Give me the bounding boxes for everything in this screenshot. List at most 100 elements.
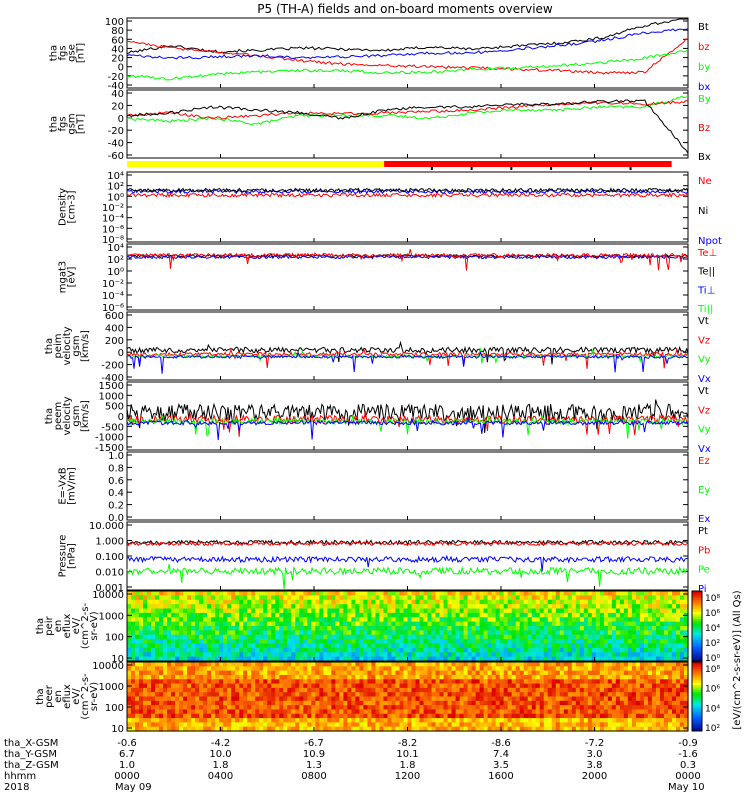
spec-cell <box>495 604 501 610</box>
spec-cell <box>443 626 449 631</box>
spec-cell <box>559 634 565 640</box>
spec-cell <box>643 722 649 728</box>
spec-cell <box>563 656 569 662</box>
spec-cell <box>675 705 681 711</box>
spec-cell <box>471 621 477 627</box>
spec-cell <box>155 612 160 618</box>
spec-cell <box>447 692 453 698</box>
spec-cell <box>571 666 577 672</box>
spec-cell <box>175 647 180 653</box>
spec-cell <box>595 595 601 601</box>
spec-cell <box>479 599 485 605</box>
spec-cell <box>619 705 625 711</box>
spec-cell <box>363 617 369 623</box>
spec-cell <box>159 713 164 719</box>
spec-cell <box>199 608 204 614</box>
spec-cell <box>159 692 164 698</box>
spec-cell <box>583 626 589 631</box>
spec-cell <box>499 718 505 723</box>
spec-cell <box>235 700 240 706</box>
spec-cell <box>267 634 272 640</box>
spec-cell <box>595 722 601 728</box>
spec-cell <box>343 662 348 667</box>
spec-cell <box>491 683 497 689</box>
spec-cell <box>487 713 493 719</box>
spec-cell <box>559 591 565 596</box>
spec-cell <box>307 639 312 645</box>
spec-cell <box>619 709 625 715</box>
spec-cell <box>563 652 569 658</box>
spec-cell <box>527 643 533 649</box>
spec-cell <box>519 674 525 680</box>
spec-cell <box>255 696 260 702</box>
spec-cell <box>671 604 677 610</box>
colorbar-cell <box>692 609 702 613</box>
spec-cell <box>371 647 377 653</box>
spec-cell <box>511 709 517 715</box>
spec-cell <box>447 608 453 614</box>
spec-cell <box>247 612 252 618</box>
spec-cell <box>579 652 585 658</box>
spec-cell <box>243 656 248 662</box>
colorbar-cell <box>692 696 702 700</box>
spec-cell <box>307 718 312 723</box>
spec-cell <box>403 666 409 672</box>
spec-cell <box>475 630 481 636</box>
spec-cell <box>567 634 573 640</box>
spec-cell <box>491 604 497 610</box>
y-tick-label: 1.0 <box>108 451 124 462</box>
spec-cell <box>643 634 649 640</box>
spec-cell <box>635 670 641 676</box>
spec-cell <box>483 656 489 662</box>
spec-cell <box>187 726 192 732</box>
spec-cell <box>331 696 336 702</box>
spec-cell <box>231 700 236 706</box>
spec-cell <box>419 604 425 610</box>
x-row-value: -0.6 <box>117 738 137 749</box>
spec-cell <box>675 630 681 636</box>
spec-cell <box>255 621 260 627</box>
spec-cell <box>447 595 453 601</box>
spec-cell <box>215 604 220 610</box>
spec-cell <box>207 630 212 636</box>
spec-cell <box>287 630 292 636</box>
spec-cell <box>323 674 328 680</box>
spec-cell <box>195 692 200 698</box>
spec-cell <box>231 604 236 610</box>
spec-cell <box>635 709 641 715</box>
spec-cell <box>247 634 252 640</box>
spec-cell <box>195 726 200 732</box>
spec-cell <box>579 705 585 711</box>
spec-cell <box>139 713 144 719</box>
y-tick-label: -1500 <box>95 443 124 454</box>
spec-cell <box>139 674 144 680</box>
spec-cell <box>283 726 288 732</box>
spec-cell <box>311 595 316 601</box>
spec-cell <box>475 634 481 640</box>
spec-cell <box>315 599 320 605</box>
spec-cell <box>367 608 373 614</box>
spec-cell <box>287 718 292 723</box>
spec-cell <box>495 670 501 676</box>
spec-cell <box>171 718 176 723</box>
spec-cell <box>503 722 509 728</box>
spec-cell <box>239 599 244 605</box>
spec-cell <box>487 726 493 732</box>
spec-cell <box>243 683 248 689</box>
spec-cell <box>339 666 344 672</box>
spec-cell <box>347 662 352 667</box>
spec-cell <box>127 709 132 715</box>
spec-cell <box>479 630 485 636</box>
spec-cell <box>391 639 397 645</box>
spec-cell <box>255 692 260 698</box>
spec-cell <box>667 683 673 689</box>
spec-cell <box>487 722 493 728</box>
spec-cell <box>575 656 581 662</box>
spec-cell <box>463 595 469 601</box>
spec-cell <box>163 595 168 601</box>
spec-cell <box>615 726 621 732</box>
spec-cell <box>179 656 184 662</box>
spec-cell <box>499 591 505 596</box>
spec-cell <box>451 662 457 667</box>
spec-cell <box>555 666 561 672</box>
